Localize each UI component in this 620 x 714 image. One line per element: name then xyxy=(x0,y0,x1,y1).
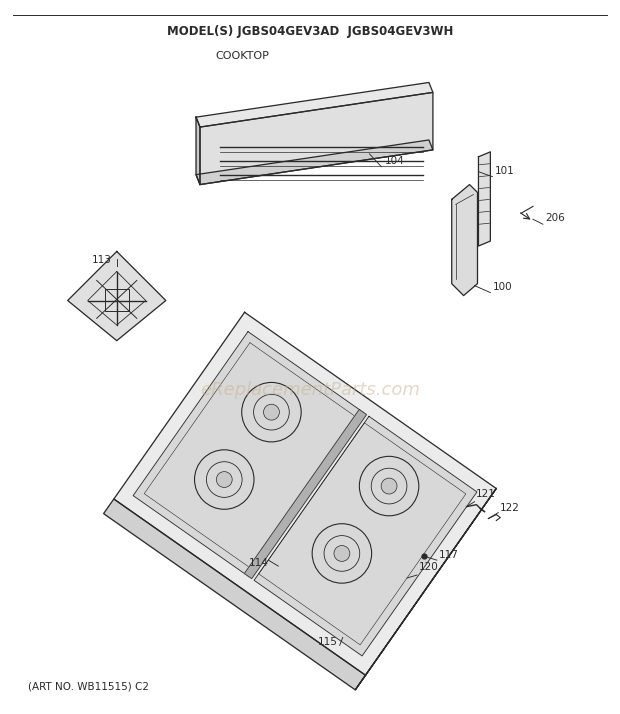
Polygon shape xyxy=(479,152,490,246)
Text: 122: 122 xyxy=(500,503,520,513)
Text: 104: 104 xyxy=(384,156,404,166)
Polygon shape xyxy=(196,117,200,184)
Text: 100: 100 xyxy=(492,281,512,291)
Text: 113: 113 xyxy=(92,255,112,265)
Text: COOKTOP: COOKTOP xyxy=(216,51,270,61)
Polygon shape xyxy=(355,488,496,690)
Ellipse shape xyxy=(264,404,280,420)
Polygon shape xyxy=(196,83,433,127)
Polygon shape xyxy=(200,92,433,184)
Text: eReplacementParts.com: eReplacementParts.com xyxy=(200,381,420,398)
Polygon shape xyxy=(114,312,496,675)
Text: 121: 121 xyxy=(476,489,495,499)
Text: 206: 206 xyxy=(545,213,565,223)
Text: 120: 120 xyxy=(419,562,439,572)
Text: (ART NO. WB11515) C2: (ART NO. WB11515) C2 xyxy=(27,682,149,692)
Text: MODEL(S) JGBS04GEV3AD  JGBS04GEV3WH: MODEL(S) JGBS04GEV3AD JGBS04GEV3WH xyxy=(167,25,453,38)
Ellipse shape xyxy=(334,545,350,561)
Text: 114: 114 xyxy=(249,558,268,568)
Polygon shape xyxy=(104,499,366,690)
Ellipse shape xyxy=(381,478,397,494)
Polygon shape xyxy=(133,331,364,577)
Polygon shape xyxy=(244,410,366,578)
Polygon shape xyxy=(452,184,477,296)
Polygon shape xyxy=(196,140,433,184)
Text: 101: 101 xyxy=(494,166,514,176)
Text: 117: 117 xyxy=(439,550,459,560)
Text: 115: 115 xyxy=(318,638,338,648)
Ellipse shape xyxy=(216,472,232,488)
Polygon shape xyxy=(254,416,477,656)
Polygon shape xyxy=(68,251,166,341)
